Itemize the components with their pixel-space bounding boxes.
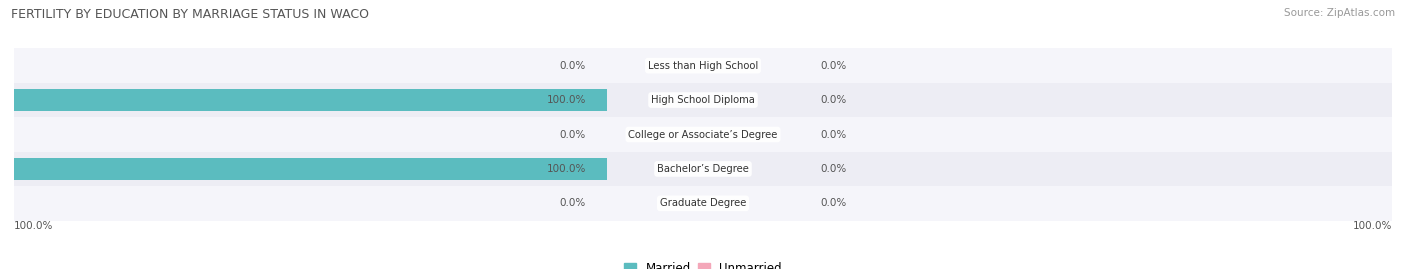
Text: 100.0%: 100.0% <box>1353 221 1392 231</box>
Text: High School Diploma: High School Diploma <box>651 95 755 105</box>
Bar <box>14 48 1392 83</box>
Text: 0.0%: 0.0% <box>560 129 586 140</box>
Text: Less than High School: Less than High School <box>648 61 758 71</box>
Bar <box>14 158 606 180</box>
Bar <box>14 83 1392 117</box>
Text: College or Associate’s Degree: College or Associate’s Degree <box>628 129 778 140</box>
Text: 100.0%: 100.0% <box>14 221 53 231</box>
Text: FERTILITY BY EDUCATION BY MARRIAGE STATUS IN WACO: FERTILITY BY EDUCATION BY MARRIAGE STATU… <box>11 8 370 21</box>
Text: Source: ZipAtlas.com: Source: ZipAtlas.com <box>1284 8 1395 18</box>
Text: 100.0%: 100.0% <box>547 95 586 105</box>
Bar <box>14 186 1392 221</box>
Text: 0.0%: 0.0% <box>820 61 846 71</box>
Legend: Married, Unmarried: Married, Unmarried <box>620 258 786 269</box>
Text: 0.0%: 0.0% <box>820 198 846 208</box>
Bar <box>14 89 606 111</box>
Bar <box>14 117 1392 152</box>
Text: Bachelor’s Degree: Bachelor’s Degree <box>657 164 749 174</box>
Text: 0.0%: 0.0% <box>820 129 846 140</box>
Text: 0.0%: 0.0% <box>820 95 846 105</box>
Text: 100.0%: 100.0% <box>547 164 586 174</box>
Text: 0.0%: 0.0% <box>560 198 586 208</box>
Text: 0.0%: 0.0% <box>560 61 586 71</box>
Text: Graduate Degree: Graduate Degree <box>659 198 747 208</box>
Text: 0.0%: 0.0% <box>820 164 846 174</box>
Bar <box>14 152 1392 186</box>
